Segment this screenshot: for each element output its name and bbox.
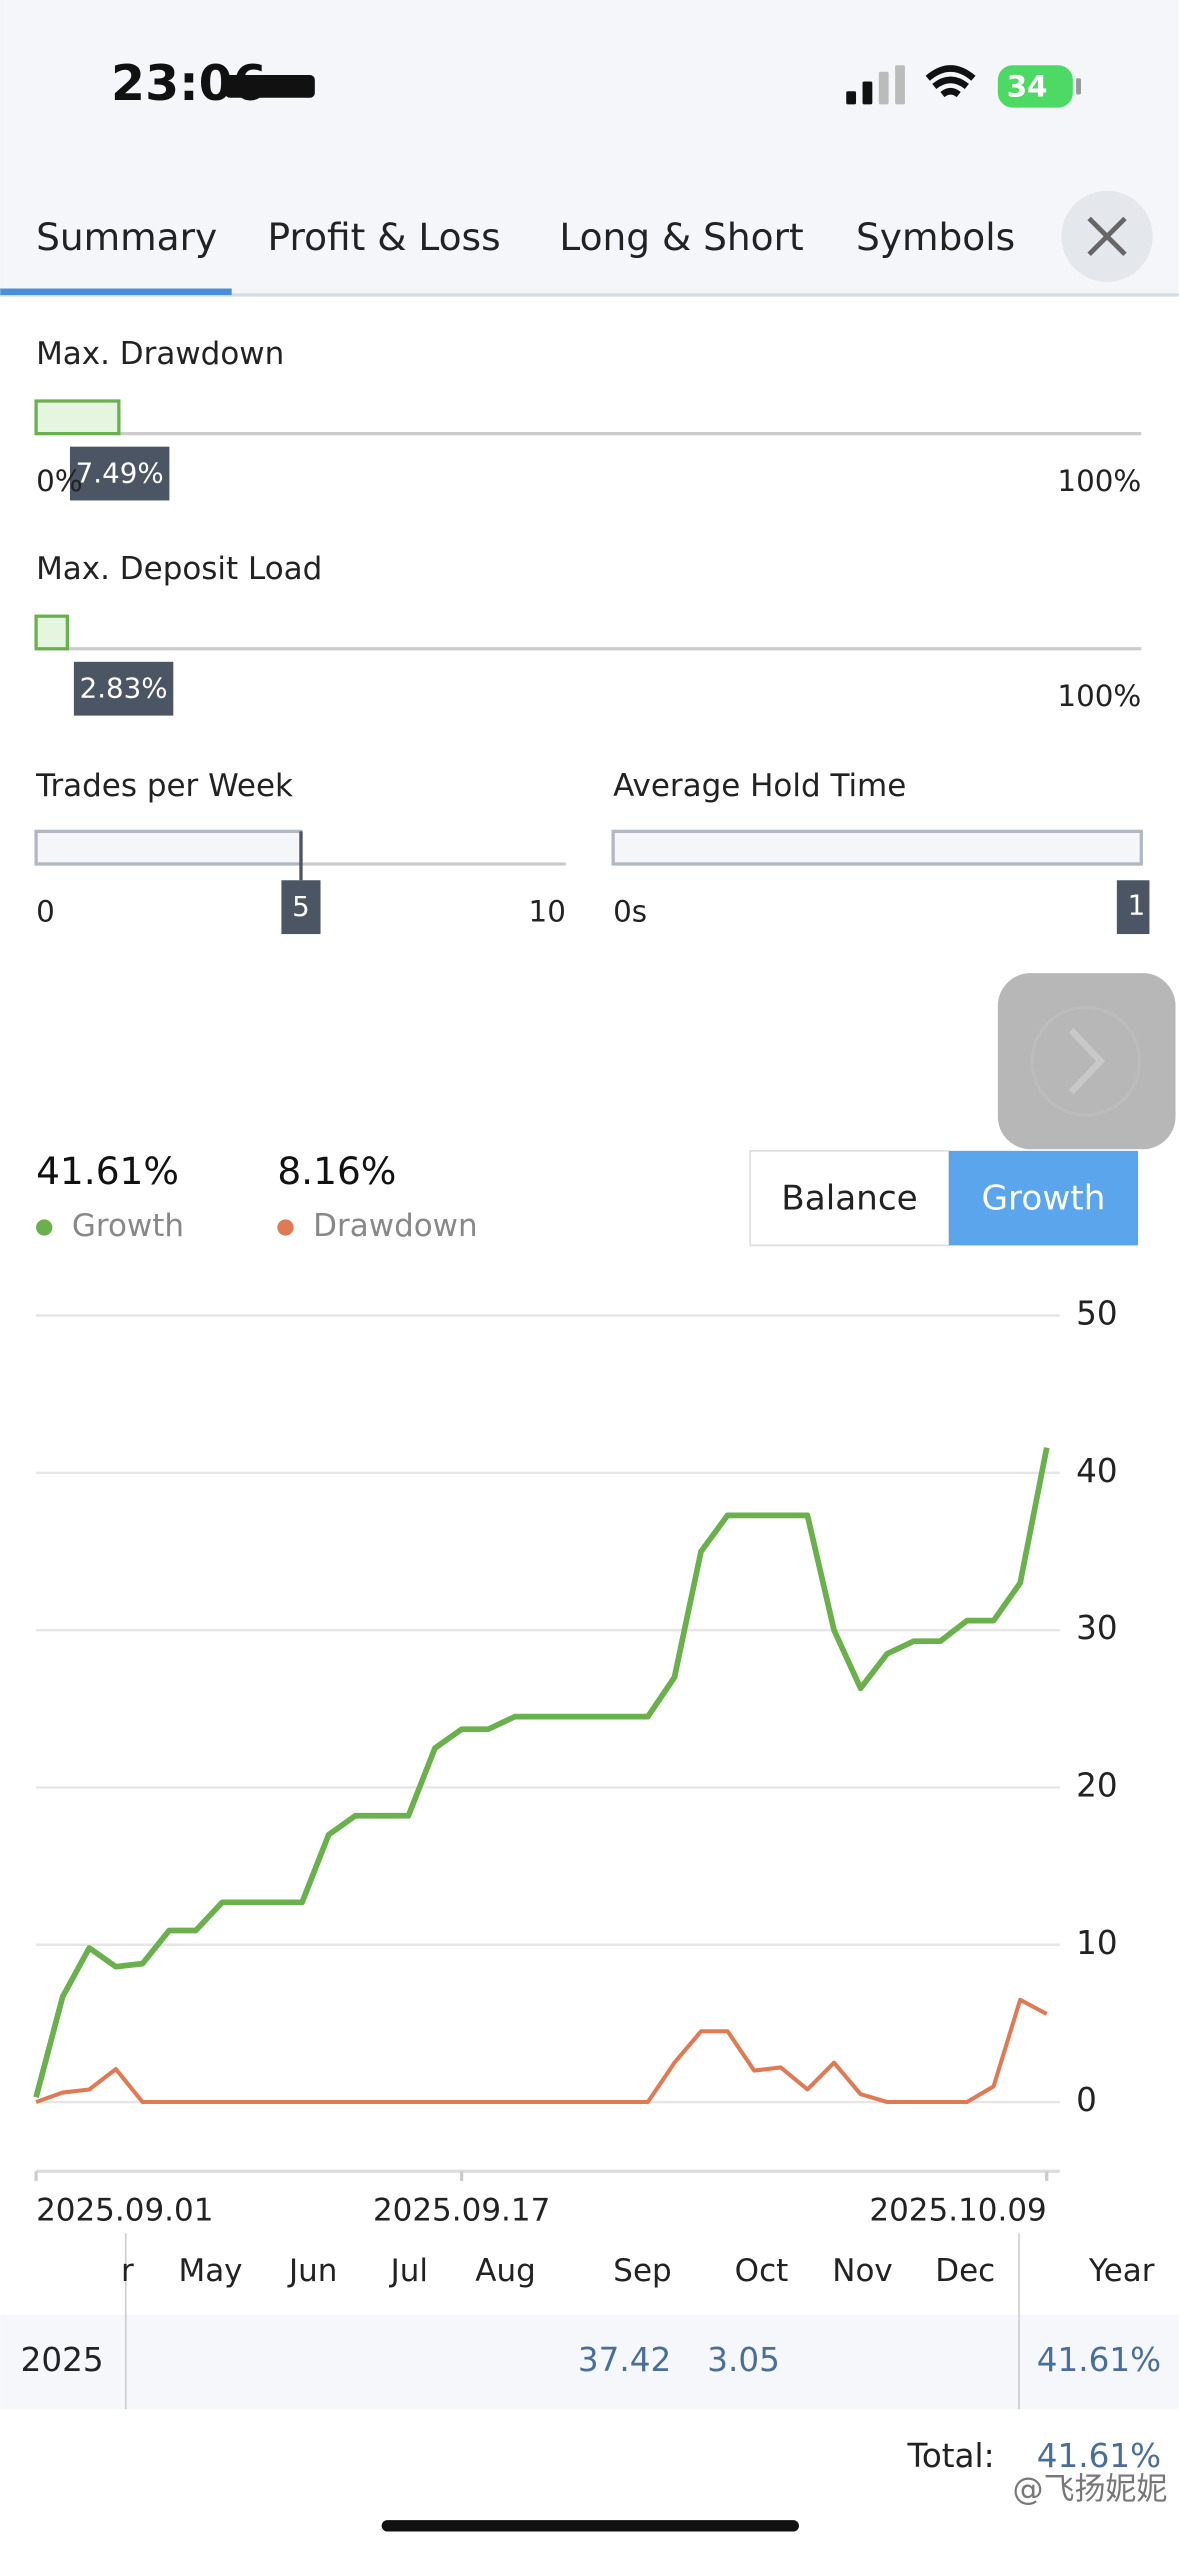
legend-value: 41.61% [36, 1149, 179, 1193]
toggle-label: Growth [982, 1178, 1106, 1218]
next-button[interactable] [997, 973, 1176, 1150]
slider-fill [34, 614, 69, 651]
table-header: Nov [832, 2253, 892, 2289]
slider-label: Max. Deposit Load [36, 551, 322, 587]
slider-fill [611, 829, 1143, 866]
table-row-bg [0, 2314, 1179, 2410]
x-tick-label: 2025.09.01 [36, 2193, 213, 2229]
y-tick-label: 20 [1076, 1766, 1117, 1804]
slider-fill [34, 399, 121, 436]
slider-max: 100% [1057, 464, 1141, 498]
total-value: 41.61% [1037, 2437, 1161, 2475]
series-line [35, 1997, 1048, 2105]
y-tick-label: 30 [1076, 1609, 1117, 1647]
slider-max: 10 [529, 894, 566, 928]
table-header: Year [1088, 2253, 1155, 2289]
growth-button[interactable] [948, 1150, 1139, 1246]
time: 23:06 [111, 55, 267, 112]
table-header: Oct [735, 2253, 789, 2289]
slider-min: 0s [613, 894, 647, 928]
slider-tooltip [69, 446, 170, 501]
total-label: Total: [906, 2437, 994, 2475]
slider-fill [34, 829, 303, 866]
watermark: @飞扬妮妮 [1013, 2471, 1168, 2507]
slider-tooltip-text: 1 [1128, 888, 1146, 921]
table-header: Dec [935, 2253, 995, 2289]
y-tick-label: 50 [1076, 1294, 1117, 1332]
battery-level: 34 [1007, 70, 1048, 104]
legend-label: Drawdown [313, 1208, 477, 1244]
legend-dot [277, 1219, 294, 1236]
next-chevron [1068, 1027, 1106, 1095]
active-tab-indicator [0, 288, 232, 296]
balance-button[interactable] [749, 1150, 950, 1247]
x-tick-label: 2025.09.17 [373, 2193, 550, 2229]
slider-tooltip-text: 2.83% [80, 672, 168, 705]
year-total: 41.61% [1037, 2341, 1161, 2379]
table-header: Aug [475, 2253, 535, 2289]
next-circle [1030, 1005, 1142, 1117]
table-header: r [121, 2253, 134, 2289]
legend-value: 8.16% [277, 1149, 396, 1193]
slider-tooltip [1116, 880, 1150, 935]
x-tick-label: 2025.10.09 [869, 2193, 1046, 2229]
y-tick-label: 10 [1076, 1924, 1117, 1962]
row-label: 2025 [21, 2341, 104, 2379]
slider-min: 0 [36, 894, 55, 928]
table-header: Sep [613, 2253, 671, 2289]
table-cell: 37.42 [578, 2341, 671, 2379]
slider-tooltip [73, 661, 174, 716]
table-cell: 3.05 [707, 2341, 780, 2379]
y-tick-label: 0 [1076, 2081, 1097, 2119]
slider-max: 100% [1057, 679, 1141, 713]
slider-tooltip-text: 5 [292, 890, 310, 923]
table-header: Jul [389, 2253, 428, 2289]
tab: Long & Short [559, 215, 803, 259]
slider-label: Average Hold Time [613, 768, 906, 804]
close-icon [1087, 216, 1127, 257]
slider-tooltip-text: 7.49% [76, 456, 164, 489]
status-icons [225, 65, 1081, 108]
tab: Symbols [856, 215, 1015, 259]
slider-label: Trades per Week [35, 768, 293, 804]
table-header: May [178, 2253, 242, 2289]
home-indicator [381, 2520, 799, 2532]
legend-label: Growth [72, 1208, 184, 1244]
toggle-label: Balance [781, 1178, 917, 1218]
slider-tooltip [281, 880, 321, 935]
series-line [33, 1447, 1050, 2099]
slider-label: Max. Drawdown [36, 336, 284, 372]
header-bg [0, 0, 1179, 296]
slider-min: 0% [36, 464, 83, 498]
tab: Profit & Loss [268, 215, 501, 259]
tab: Summary [36, 215, 217, 259]
y-tick-label: 40 [1076, 1452, 1117, 1490]
table-header: Jun [287, 2253, 337, 2289]
legend-dot [36, 1219, 53, 1236]
